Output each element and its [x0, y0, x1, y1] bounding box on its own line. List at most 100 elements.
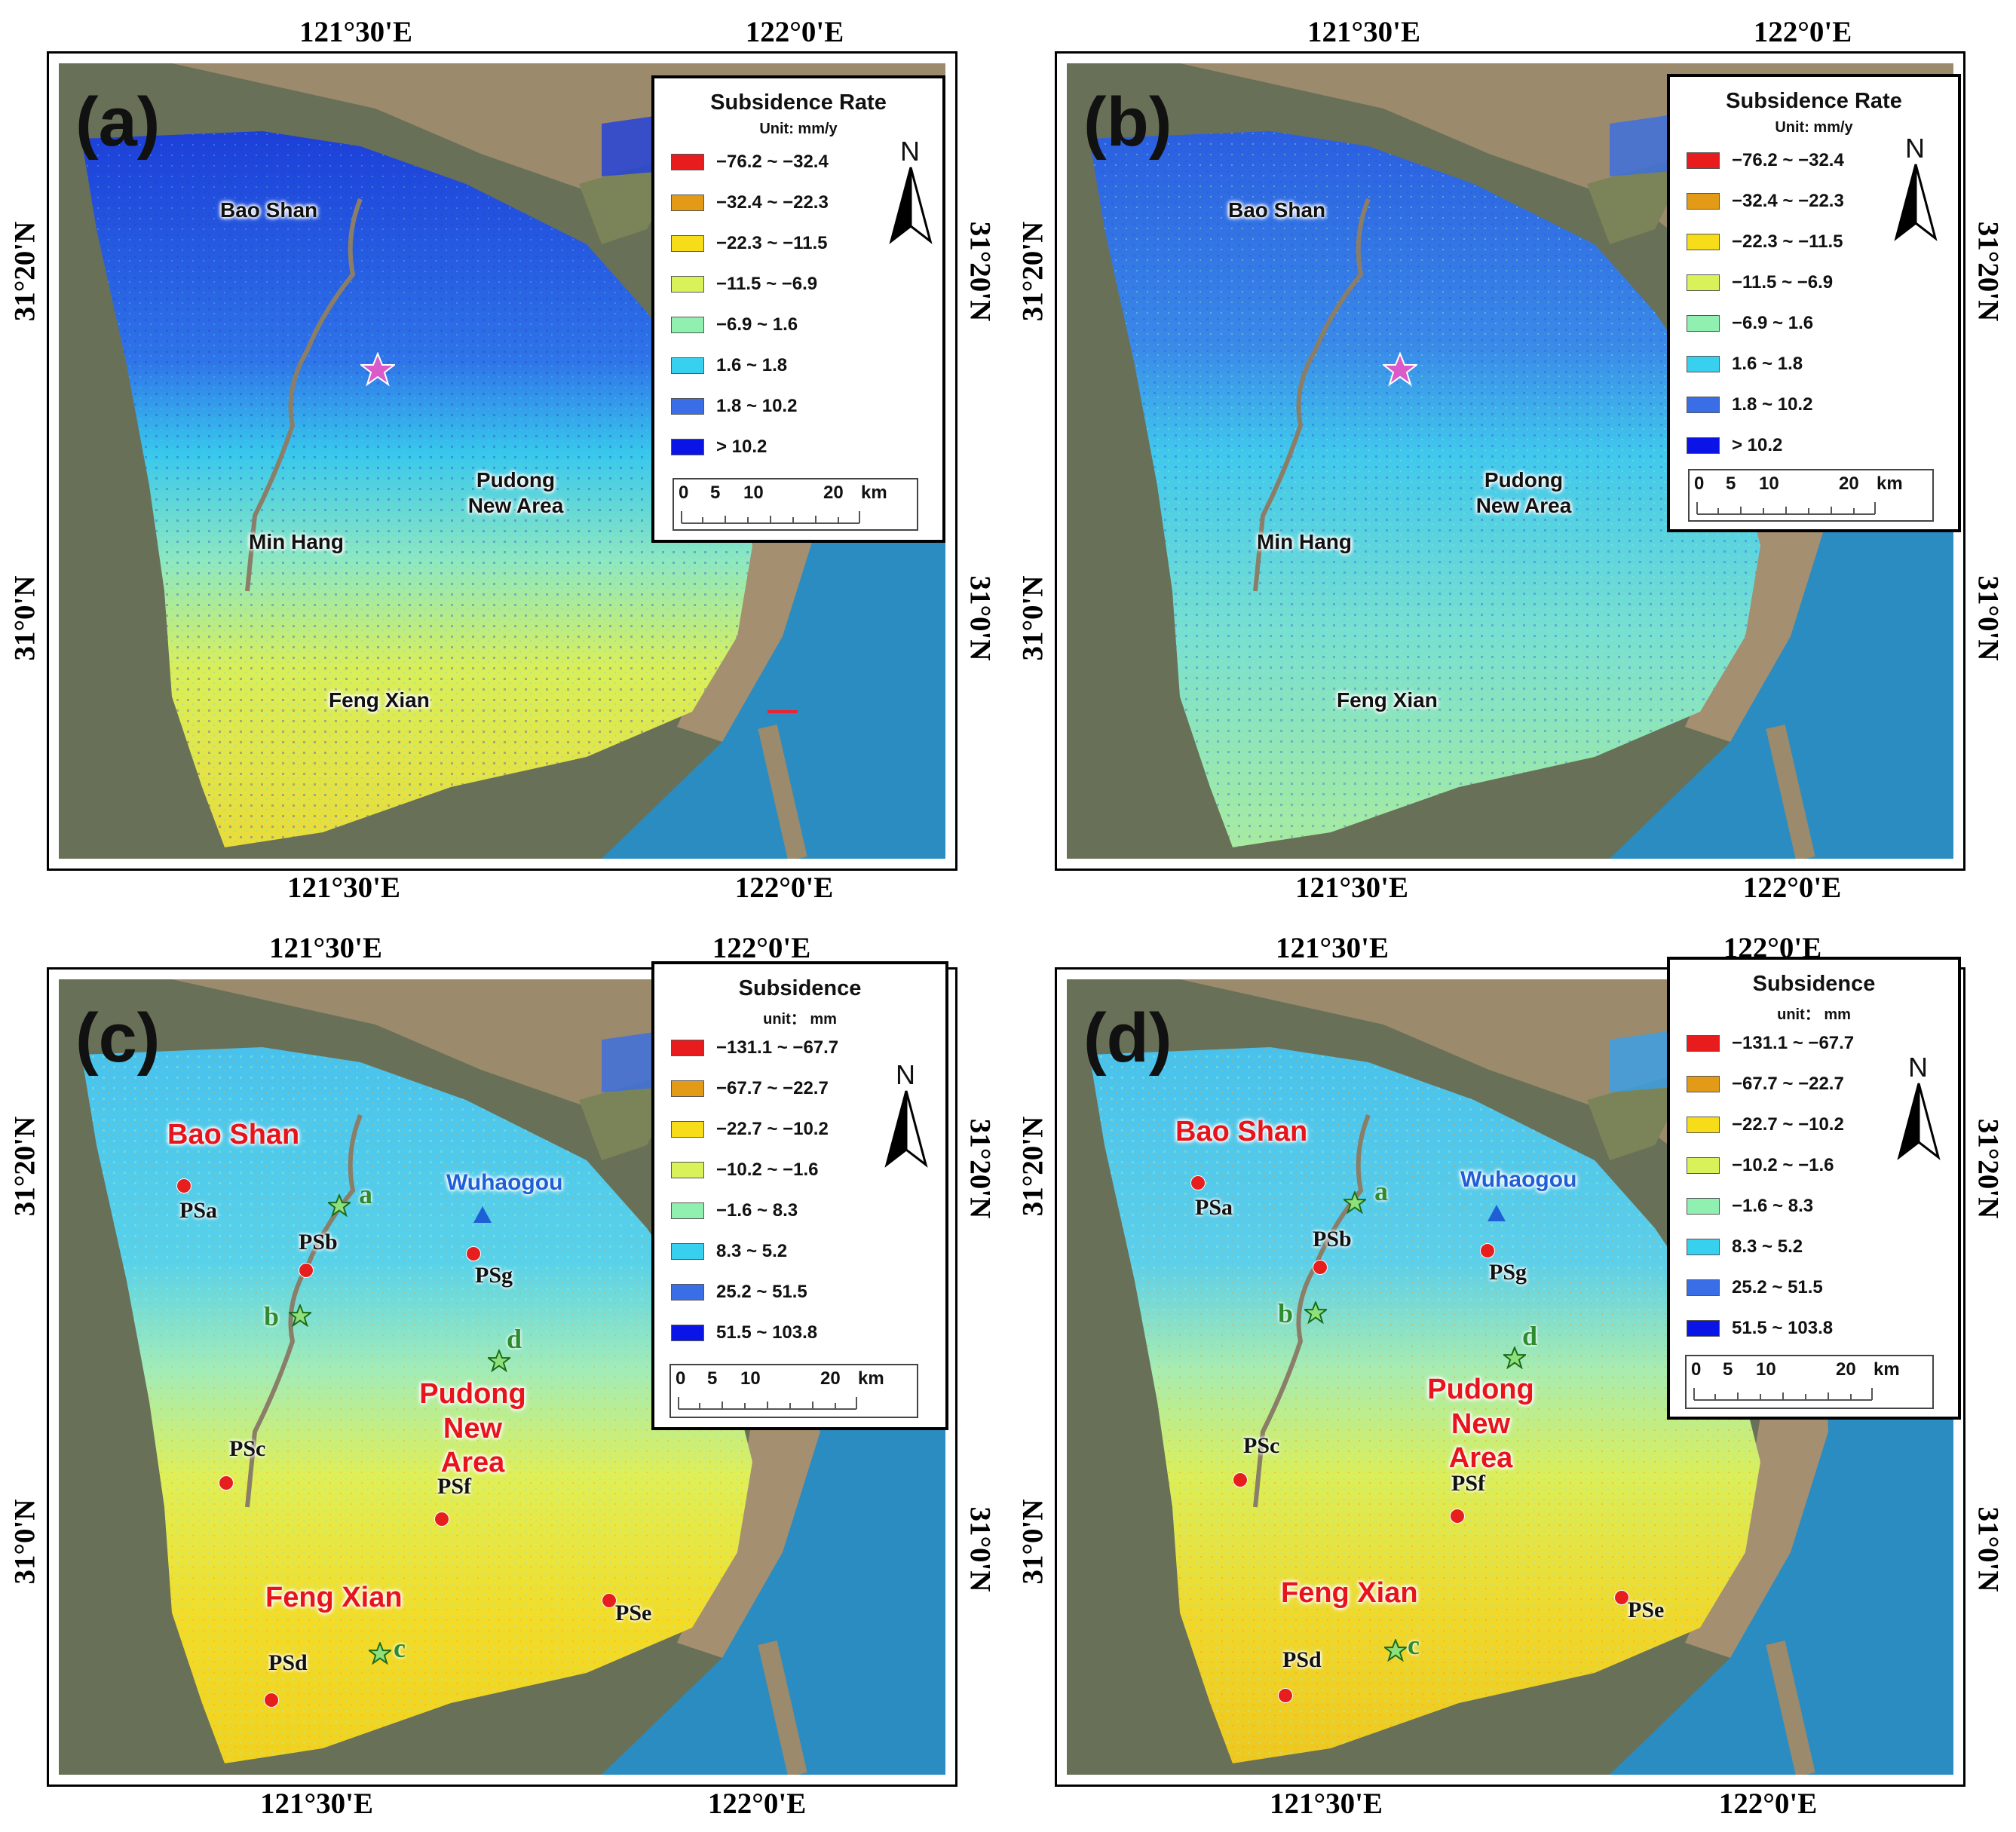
- ps-point-marker: [1278, 1688, 1293, 1703]
- tick-lat-top-left: 31°20'N: [8, 1116, 41, 1217]
- north-arrow-icon: [1894, 164, 1938, 241]
- panel-label: (b): [1083, 84, 1172, 161]
- star-marker-icon: [488, 1349, 510, 1372]
- scale-label: 20: [1836, 1359, 1856, 1380]
- legend-item: −22.3 ~ −11.5: [1687, 231, 1843, 253]
- scale-ruler: [678, 1397, 857, 1410]
- north-arrow: N: [882, 1059, 930, 1172]
- ps-point-marker: [1233, 1472, 1248, 1487]
- legend-swatch: [671, 398, 704, 415]
- legend-swatch: [671, 1284, 704, 1300]
- legend-swatch: [671, 1040, 704, 1056]
- legend-item: > 10.2: [671, 436, 767, 458]
- legend-label: −11.5 ~ −6.9: [1732, 272, 1834, 293]
- tick-lon-left-bottom: 121°30'E: [1295, 872, 1408, 904]
- legend-label: > 10.2: [1732, 435, 1783, 455]
- scale-unit: km: [861, 483, 887, 503]
- star-marker-icon: [289, 1304, 311, 1327]
- scale-bar: 0 5 10 20 km: [669, 1364, 918, 1418]
- legend-swatch: [1687, 1035, 1720, 1052]
- legend-label: −1.6 ~ 8.3: [1732, 1196, 1814, 1216]
- tick-lat-bottom-right: 31°0'N: [1972, 1506, 2005, 1592]
- legend-unit: Unit: mm/y: [759, 121, 838, 137]
- ps-label: PSf: [1451, 1471, 1485, 1496]
- ps-label: PSa: [1195, 1195, 1233, 1220]
- tick-lat-top-right: 31°20'N: [1972, 221, 2005, 322]
- scale-label: 5: [1726, 473, 1736, 494]
- tick-lat-bottom-right: 31°0'N: [1972, 575, 2005, 661]
- legend-swatch: [1687, 1157, 1720, 1174]
- legend-label: −10.2 ~ −1.6: [716, 1160, 819, 1180]
- scale-label: 10: [740, 1368, 761, 1389]
- ps-label: PSb: [1313, 1227, 1352, 1251]
- legend-swatch: [671, 195, 704, 211]
- legend-label: 25.2 ~ 51.5: [716, 1282, 807, 1302]
- north-label: N: [1908, 1052, 1928, 1083]
- ps-label: PSf: [437, 1474, 471, 1499]
- ps-label: PSa: [179, 1198, 218, 1223]
- legend-swatch: [1687, 397, 1720, 413]
- panel-label: (c): [75, 1000, 161, 1077]
- star-label: d: [507, 1324, 522, 1354]
- legend-swatch: [1687, 1198, 1720, 1215]
- place-min-hang: Min Hang: [249, 530, 344, 553]
- legend-item: 51.5 ~ 103.8: [1687, 1317, 1833, 1340]
- tick-lon-left-top: 121°30'E: [269, 932, 382, 964]
- legend-label: −67.7 ~ −22.7: [1732, 1074, 1844, 1094]
- legend-item: −32.4 ~ −22.3: [671, 191, 829, 214]
- scale-label: 10: [1756, 1359, 1776, 1380]
- legend-swatch: [671, 276, 704, 293]
- sea-bridge: [1766, 1641, 1815, 1775]
- ps-label: PSc: [1243, 1433, 1280, 1458]
- legend-label: 51.5 ~ 103.8: [1732, 1318, 1834, 1338]
- tick-lon-left-bottom: 121°30'E: [1270, 1788, 1383, 1820]
- tick-lat-bottom-left: 31°0'N: [1016, 1499, 1049, 1585]
- legend-item: −131.1 ~ −67.7: [671, 1037, 838, 1059]
- wuhaogou-triangle-icon: [473, 1206, 492, 1223]
- place-feng-xian: Feng Xian: [329, 688, 430, 712]
- legend-item: −11.5 ~ −6.9: [1687, 271, 1833, 294]
- legend-swatch: [1687, 1239, 1720, 1255]
- star-marker-icon: [1304, 1301, 1327, 1324]
- legend-swatch: [671, 317, 704, 333]
- place-bao-shan: Bao Shan: [220, 198, 318, 222]
- legend-swatch: [671, 154, 704, 170]
- legend-label: −1.6 ~ 8.3: [716, 1200, 798, 1221]
- ps-label: PSe: [615, 1601, 652, 1625]
- legend-label: −67.7 ~ −22.7: [716, 1078, 829, 1098]
- place-wuhaogou: Wuhaogou: [446, 1170, 563, 1195]
- legend-subsidence: Subsidence unit： mm −131.1 ~ −67.7 −67.7…: [1667, 957, 1961, 1420]
- star-label: b: [264, 1301, 280, 1331]
- legend-title: Subsidence Rate: [1726, 89, 1902, 113]
- ps-point-marker: [299, 1263, 314, 1278]
- tick-lat-top-right: 31°20'N: [1972, 1118, 2005, 1219]
- ps-label: PSb: [299, 1230, 338, 1255]
- tick-lon-right-bottom: 122°0'E: [734, 872, 834, 904]
- scale-label: 20: [1839, 473, 1859, 494]
- tick-lon-left-bottom: 121°30'E: [287, 872, 400, 904]
- scale-unit: km: [858, 1368, 884, 1389]
- star-label: c: [1408, 1630, 1420, 1660]
- scale-unit: km: [1874, 1359, 1900, 1380]
- legend-item: −22.7 ~ −10.2: [671, 1118, 829, 1141]
- scale-label: 5: [1723, 1359, 1733, 1380]
- legend-label: −10.2 ~ −1.6: [1732, 1155, 1834, 1175]
- legend-swatch: [1687, 356, 1720, 372]
- legend-unit: Unit: mm/y: [1775, 119, 1853, 136]
- legend-label: −22.3 ~ −11.5: [716, 233, 828, 253]
- panel-a: 121°30'E 122°0'E 121°30'E 122°0'E 31°20'…: [0, 0, 1008, 916]
- star-marker-icon: [1384, 1639, 1407, 1662]
- legend-item: 25.2 ~ 51.5: [1687, 1276, 1823, 1299]
- legend-item: −10.2 ~ −1.6: [671, 1159, 818, 1181]
- sea-bridge: [758, 725, 807, 859]
- scale-label: 5: [707, 1368, 718, 1389]
- ps-point-marker: [219, 1475, 234, 1490]
- north-arrow-icon: [1897, 1083, 1941, 1160]
- legend-item: −1.6 ~ 8.3: [1687, 1195, 1813, 1218]
- tick-lat-top-left: 31°20'N: [8, 221, 41, 322]
- place-pudong: Pudong New Area: [467, 468, 564, 517]
- legend-item: −6.9 ~ 1.6: [671, 314, 798, 336]
- legend-item: −11.5 ~ −6.9: [671, 273, 817, 296]
- place-pudong: Pudong New Area: [1475, 468, 1572, 517]
- legend-item: −67.7 ~ −22.7: [1687, 1073, 1844, 1095]
